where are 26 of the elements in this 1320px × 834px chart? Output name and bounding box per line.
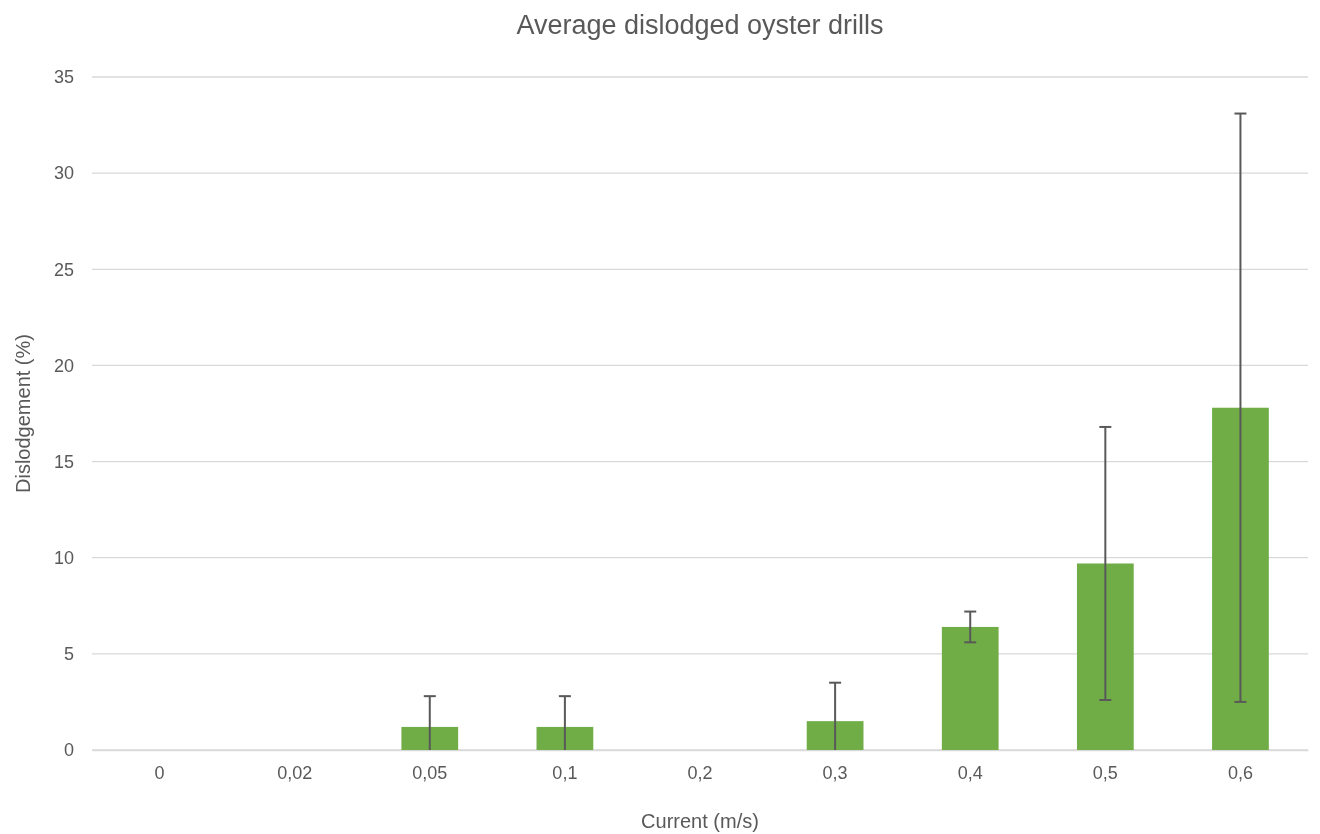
x-tick-label: 0,4 [957,762,983,783]
x-tick-label: 0,05 [412,762,448,783]
y-tick-label: 30 [53,163,74,184]
x-tick-label: 0,3 [822,762,848,783]
bar [536,726,594,750]
x-tick-label: 0,5 [1092,762,1118,783]
y-tick-label: 25 [53,259,74,280]
y-tick-label: 15 [53,451,74,472]
x-tick-label: 0,02 [277,762,313,783]
y-tick-label: 35 [53,67,74,88]
y-tick-label: 20 [53,355,74,376]
x-tick-label: 0,2 [687,762,713,783]
chart-title: Average dislodged oyster drills [516,10,884,40]
y-tick-label: 0 [63,740,74,761]
y-tick-label: 10 [53,547,74,568]
x-tick-label: 0,6 [1227,762,1253,783]
x-tick-label: 0,1 [552,762,578,783]
bar [806,721,864,750]
x-tick-label: 0 [154,762,165,783]
bar [941,626,999,750]
bar [401,726,459,750]
bar [1076,563,1134,750]
x-axis-title: Current (m/s) [641,810,759,832]
bar [1212,407,1269,750]
y-axis-title: Dislodgement (%) [12,334,34,493]
y-tick-label: 5 [63,644,74,665]
